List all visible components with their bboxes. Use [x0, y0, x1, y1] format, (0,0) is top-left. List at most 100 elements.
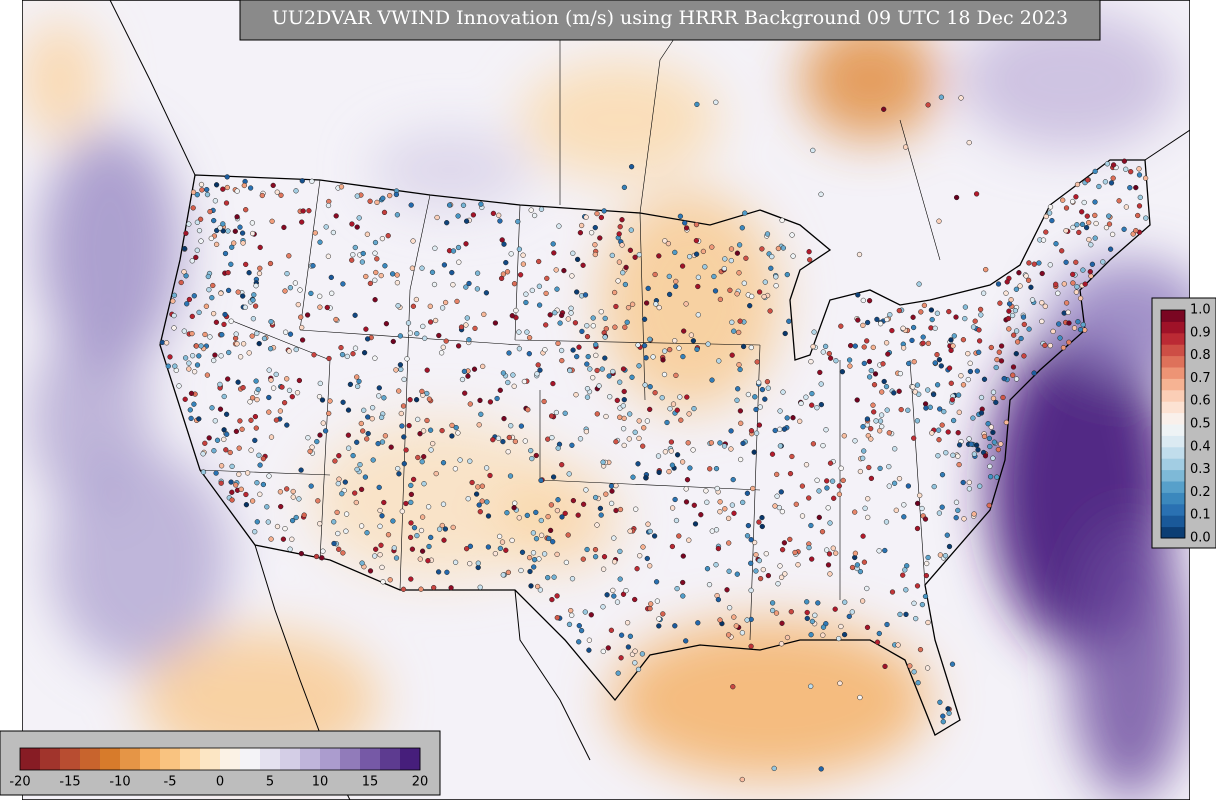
observation-dot	[761, 293, 767, 300]
observation-dot	[465, 496, 471, 502]
observation-dot	[881, 106, 887, 112]
observation-dot	[652, 271, 658, 278]
observation-dot	[920, 340, 926, 346]
observation-dot	[417, 431, 423, 437]
observation-dot	[352, 345, 359, 351]
observation-dot	[236, 471, 242, 477]
observation-dot	[249, 333, 255, 339]
observation-dot	[381, 499, 387, 506]
observation-dot	[289, 394, 295, 400]
observation-dot	[237, 354, 244, 360]
observation-dot	[569, 442, 575, 448]
observation-dot	[948, 347, 954, 354]
observation-dot	[768, 265, 774, 271]
observation-dot	[316, 393, 323, 400]
observation-dot	[976, 349, 982, 355]
observation-dot	[1043, 213, 1049, 220]
observation-dot	[1059, 248, 1065, 254]
observation-dot	[277, 489, 284, 495]
observation-dot	[391, 545, 397, 551]
observation-dot	[604, 592, 610, 598]
observation-dot	[936, 437, 942, 443]
observation-dot	[978, 312, 984, 318]
colorbar-segment	[80, 748, 101, 770]
observation-dot	[196, 227, 203, 234]
observation-dot	[917, 646, 924, 653]
observation-dot	[1085, 177, 1091, 183]
observation-dot	[1074, 222, 1080, 228]
observation-dot	[640, 544, 646, 550]
observation-dot	[688, 332, 695, 338]
observation-dot	[948, 380, 954, 386]
observation-dot	[914, 583, 921, 589]
observation-dot	[257, 491, 263, 497]
observation-dot	[865, 514, 871, 521]
observation-dot	[602, 334, 608, 340]
observation-dot	[759, 514, 765, 521]
observation-dot	[611, 593, 617, 599]
observation-dot	[576, 344, 582, 350]
observation-dot	[1006, 308, 1012, 314]
observation-dot	[662, 449, 669, 455]
observation-dot	[782, 330, 788, 337]
observation-dot	[435, 569, 442, 575]
observation-dot	[574, 353, 580, 360]
observation-dot	[246, 270, 252, 276]
observation-dot	[419, 548, 426, 554]
observation-dot	[666, 468, 672, 475]
observation-dot	[846, 357, 853, 363]
observation-dot	[517, 272, 524, 278]
colorbar-tick-label: 0	[216, 775, 224, 790]
observation-dot	[298, 550, 305, 557]
observation-dot	[229, 244, 235, 250]
observation-dot	[508, 251, 514, 257]
observation-dot	[309, 444, 315, 450]
observation-dot	[830, 545, 836, 551]
observation-dot	[542, 347, 548, 353]
observation-dot	[857, 694, 863, 701]
observation-dot	[424, 367, 430, 373]
observation-dot	[558, 347, 565, 354]
observation-dot	[905, 407, 911, 413]
observation-dot	[919, 601, 926, 608]
observation-dot	[452, 559, 459, 565]
observation-dot	[677, 394, 683, 400]
observation-dot	[648, 601, 654, 607]
observation-dot	[282, 329, 289, 335]
observation-dot	[617, 506, 624, 513]
observation-dot	[953, 499, 960, 505]
observation-dot	[207, 334, 213, 340]
observation-dot	[339, 491, 345, 497]
observation-dot	[672, 623, 678, 629]
observation-dot	[887, 312, 893, 318]
observation-dot	[466, 280, 472, 287]
observation-dot	[424, 417, 430, 424]
observation-dot	[212, 352, 218, 358]
observation-dot	[636, 435, 642, 442]
observation-dot	[182, 396, 188, 402]
observation-dot	[248, 447, 254, 453]
observation-dot	[1087, 269, 1093, 275]
observation-dot	[713, 562, 719, 568]
observation-dot	[345, 445, 352, 451]
observation-dot	[911, 600, 917, 606]
observation-dot	[871, 382, 878, 388]
observation-dot	[1137, 194, 1143, 201]
observation-dot	[513, 307, 519, 314]
observation-dot	[372, 250, 378, 256]
observation-dot	[237, 418, 243, 424]
observation-dot	[615, 278, 621, 284]
observation-dot	[426, 396, 433, 402]
observation-dot	[464, 315, 470, 321]
observation-dot	[900, 572, 906, 578]
observation-dot	[268, 318, 274, 325]
observation-dot	[827, 460, 834, 466]
observation-dot	[676, 533, 682, 539]
observation-dot	[838, 323, 844, 329]
observation-dot	[815, 600, 821, 606]
observation-dot	[254, 519, 260, 525]
observation-dot	[809, 390, 815, 397]
observation-dot	[731, 614, 737, 620]
observation-dot	[239, 230, 246, 236]
observation-dot	[506, 350, 512, 356]
